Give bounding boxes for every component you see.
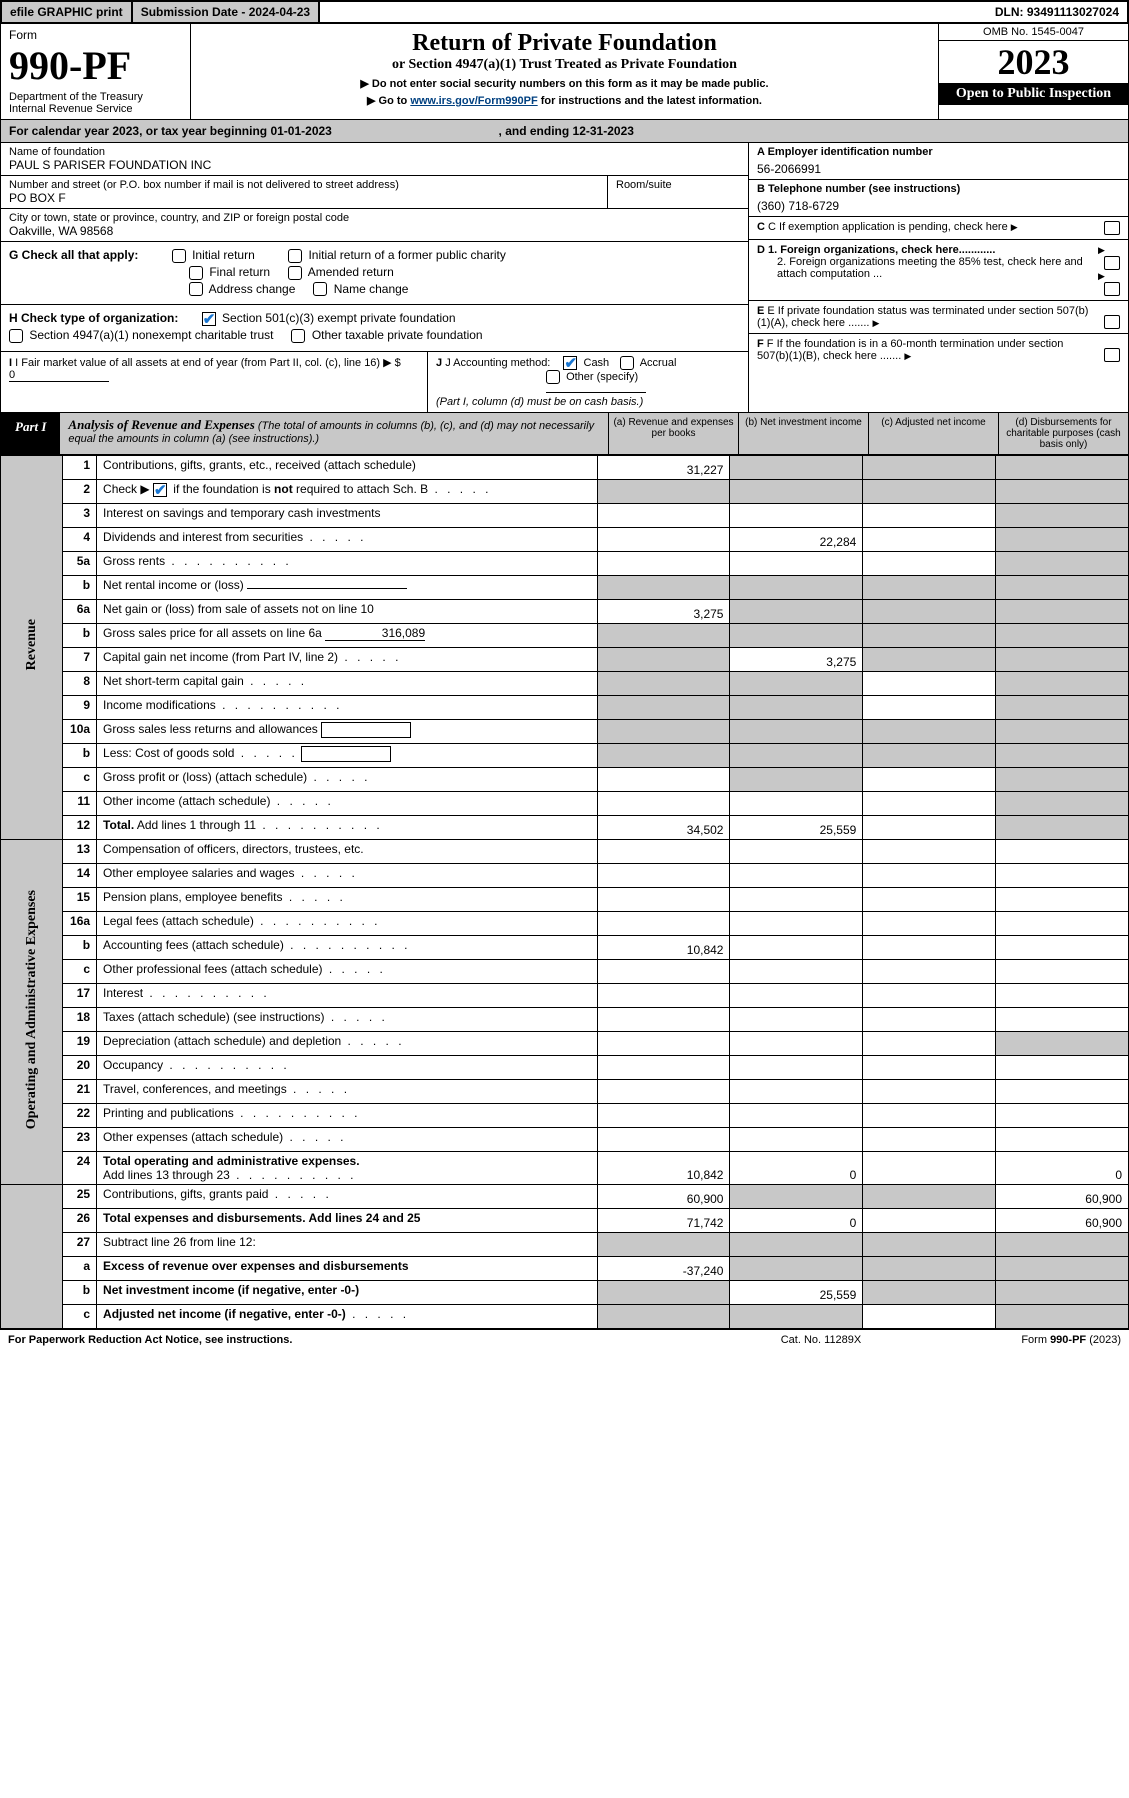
instr-1: ▶ Do not enter social security numbers o… xyxy=(201,77,928,90)
form-header: Form 990-PF Department of the Treasury I… xyxy=(0,24,1129,120)
cat-no: Cat. No. 11289X xyxy=(721,1334,921,1346)
omb-number: OMB No. 1545-0047 xyxy=(939,24,1128,41)
section-f: F F If the foundation is in a 60-month t… xyxy=(749,334,1128,366)
ein: 56-2066991 xyxy=(757,158,1120,176)
form-subtitle: or Section 4947(a)(1) Trust Treated as P… xyxy=(201,57,928,73)
department: Department of the Treasury Internal Reve… xyxy=(9,91,182,115)
col-d-head: (d) Disbursements for charitable purpose… xyxy=(998,413,1128,454)
section-i: I I Fair market value of all assets at e… xyxy=(1,352,428,412)
calendar-year-row: For calendar year 2023, or tax year begi… xyxy=(0,120,1129,143)
room-label: Room/suite xyxy=(616,179,740,191)
addr-label: Number and street (or P.O. box number if… xyxy=(9,179,599,191)
col-a-head: (a) Revenue and expenses per books xyxy=(608,413,738,454)
address: PO BOX F xyxy=(9,191,599,205)
form-word: Form xyxy=(9,28,182,42)
city-label: City or town, state or province, country… xyxy=(9,212,740,224)
city-value: Oakville, WA 98568 xyxy=(9,224,740,238)
part-label: Part I xyxy=(1,413,60,454)
footer: For Paperwork Reduction Act Notice, see … xyxy=(0,1329,1129,1350)
section-d: D 1. Foreign organizations, check here..… xyxy=(749,240,1128,301)
open-to-public: Open to Public Inspection xyxy=(939,83,1128,105)
col-b-head: (b) Net investment income xyxy=(738,413,868,454)
form-title: Return of Private Foundation xyxy=(201,30,928,57)
name-label: Name of foundation xyxy=(9,146,740,158)
section-j: J J Accounting method: Cash Accrual Othe… xyxy=(428,352,748,412)
section-e: E E If private foundation status was ter… xyxy=(749,301,1128,334)
part1-header: Part I Analysis of Revenue and Expenses … xyxy=(0,413,1129,455)
form-number: 990-PF xyxy=(9,42,182,89)
section-g: G Check all that apply: Initial return I… xyxy=(1,242,748,305)
paperwork-notice: For Paperwork Reduction Act Notice, see … xyxy=(8,1334,721,1346)
col-c-head: (c) Adjusted net income xyxy=(868,413,998,454)
top-bar: efile GRAPHIC print Submission Date - 20… xyxy=(0,0,1129,24)
info-section: Name of foundation PAUL S PARISER FOUNDA… xyxy=(0,143,1129,413)
section-c: C C If exemption application is pending,… xyxy=(749,217,1128,240)
revenue-table: Revenue 1Contributions, gifts, grants, e… xyxy=(0,455,1129,1329)
foundation-name: PAUL S PARISER FOUNDATION INC xyxy=(9,158,740,172)
tax-year: 2023 xyxy=(939,41,1128,83)
efile-label: efile GRAPHIC print xyxy=(2,2,133,22)
phone: (360) 718-6729 xyxy=(757,195,1120,213)
submission-date: Submission Date - 2024-04-23 xyxy=(133,2,320,22)
part-desc: Analysis of Revenue and Expenses (The to… xyxy=(60,413,608,454)
dln: DLN: 93491113027024 xyxy=(987,2,1127,22)
form-ref: Form 990-PF (2023) xyxy=(921,1334,1121,1346)
ein-label: A Employer identification number xyxy=(757,146,933,158)
phone-label: B Telephone number (see instructions) xyxy=(757,183,960,195)
instr-2: ▶ Go to www.irs.gov/Form990PF for instru… xyxy=(201,94,928,107)
section-h: H Check type of organization: Section 50… xyxy=(1,305,748,352)
instructions-link[interactable]: www.irs.gov/Form990PF xyxy=(410,95,537,107)
